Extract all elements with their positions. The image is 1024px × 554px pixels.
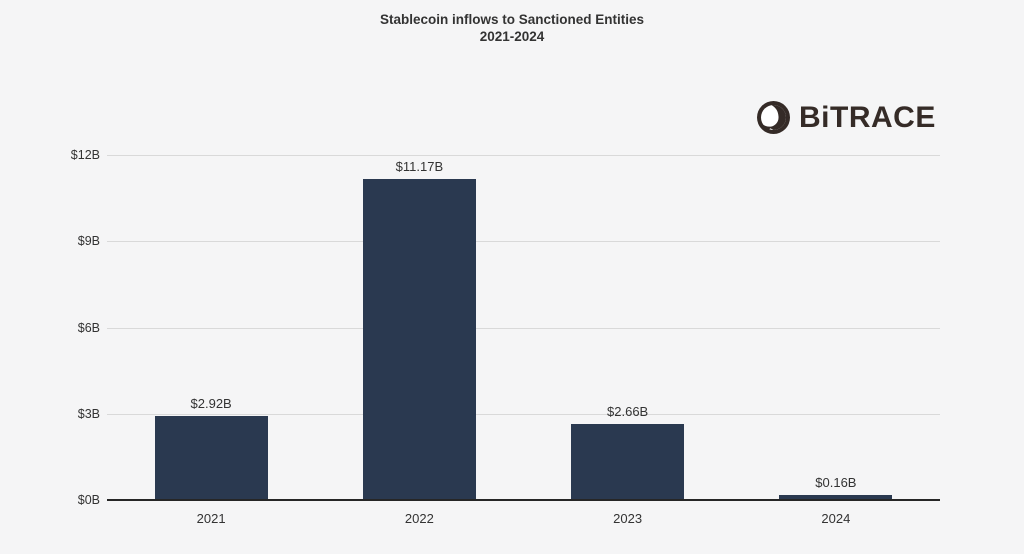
bar-2022[interactable] xyxy=(362,178,476,500)
bar-value-label: $11.17B xyxy=(395,158,444,174)
bar-2023[interactable] xyxy=(571,423,685,500)
x-axis-line xyxy=(107,499,940,501)
y-tick-label: $12B xyxy=(70,148,100,162)
y-tick-label: $9B xyxy=(77,234,100,249)
bitrace-logo-icon xyxy=(755,99,792,136)
gridline xyxy=(107,413,940,415)
x-tick-label: 2024 xyxy=(821,511,851,526)
x-tick-label: 2021 xyxy=(196,511,226,526)
bar-value-label: $2.66B xyxy=(607,403,649,419)
bar-value-label: $0.16B xyxy=(815,475,857,491)
brand-logo: BiTRACE xyxy=(755,99,936,136)
y-axis: $0B $3B $6B $9B $12B xyxy=(0,148,100,507)
x-tick-label: 2023 xyxy=(613,511,643,526)
bar-2021[interactable] xyxy=(154,416,268,500)
gridline xyxy=(107,155,940,156)
bar-2024[interactable] xyxy=(779,495,893,500)
x-axis: 2021 2022 2023 2024 xyxy=(107,502,940,534)
chart-title-line1: Stablecoin inflows to Sanctioned Entitie… xyxy=(379,12,645,27)
x-tick-label: 2022 xyxy=(404,511,434,526)
brand-name: BiTRACE xyxy=(799,100,936,134)
y-tick-label: $6B xyxy=(77,320,100,335)
plot-area: $2.92B $11.17B $2.66B $0.16B xyxy=(107,155,940,501)
chart-title-line2: 2021-2024 xyxy=(479,29,545,44)
y-tick-label: $3B xyxy=(77,406,100,421)
chart-title: Stablecoin inflows to Sanctioned Entitie… xyxy=(0,11,1024,45)
bar-value-label: $2.92B xyxy=(190,396,232,412)
gridline xyxy=(107,241,940,243)
y-tick-label: $0B xyxy=(77,493,100,507)
gridline xyxy=(107,327,940,329)
